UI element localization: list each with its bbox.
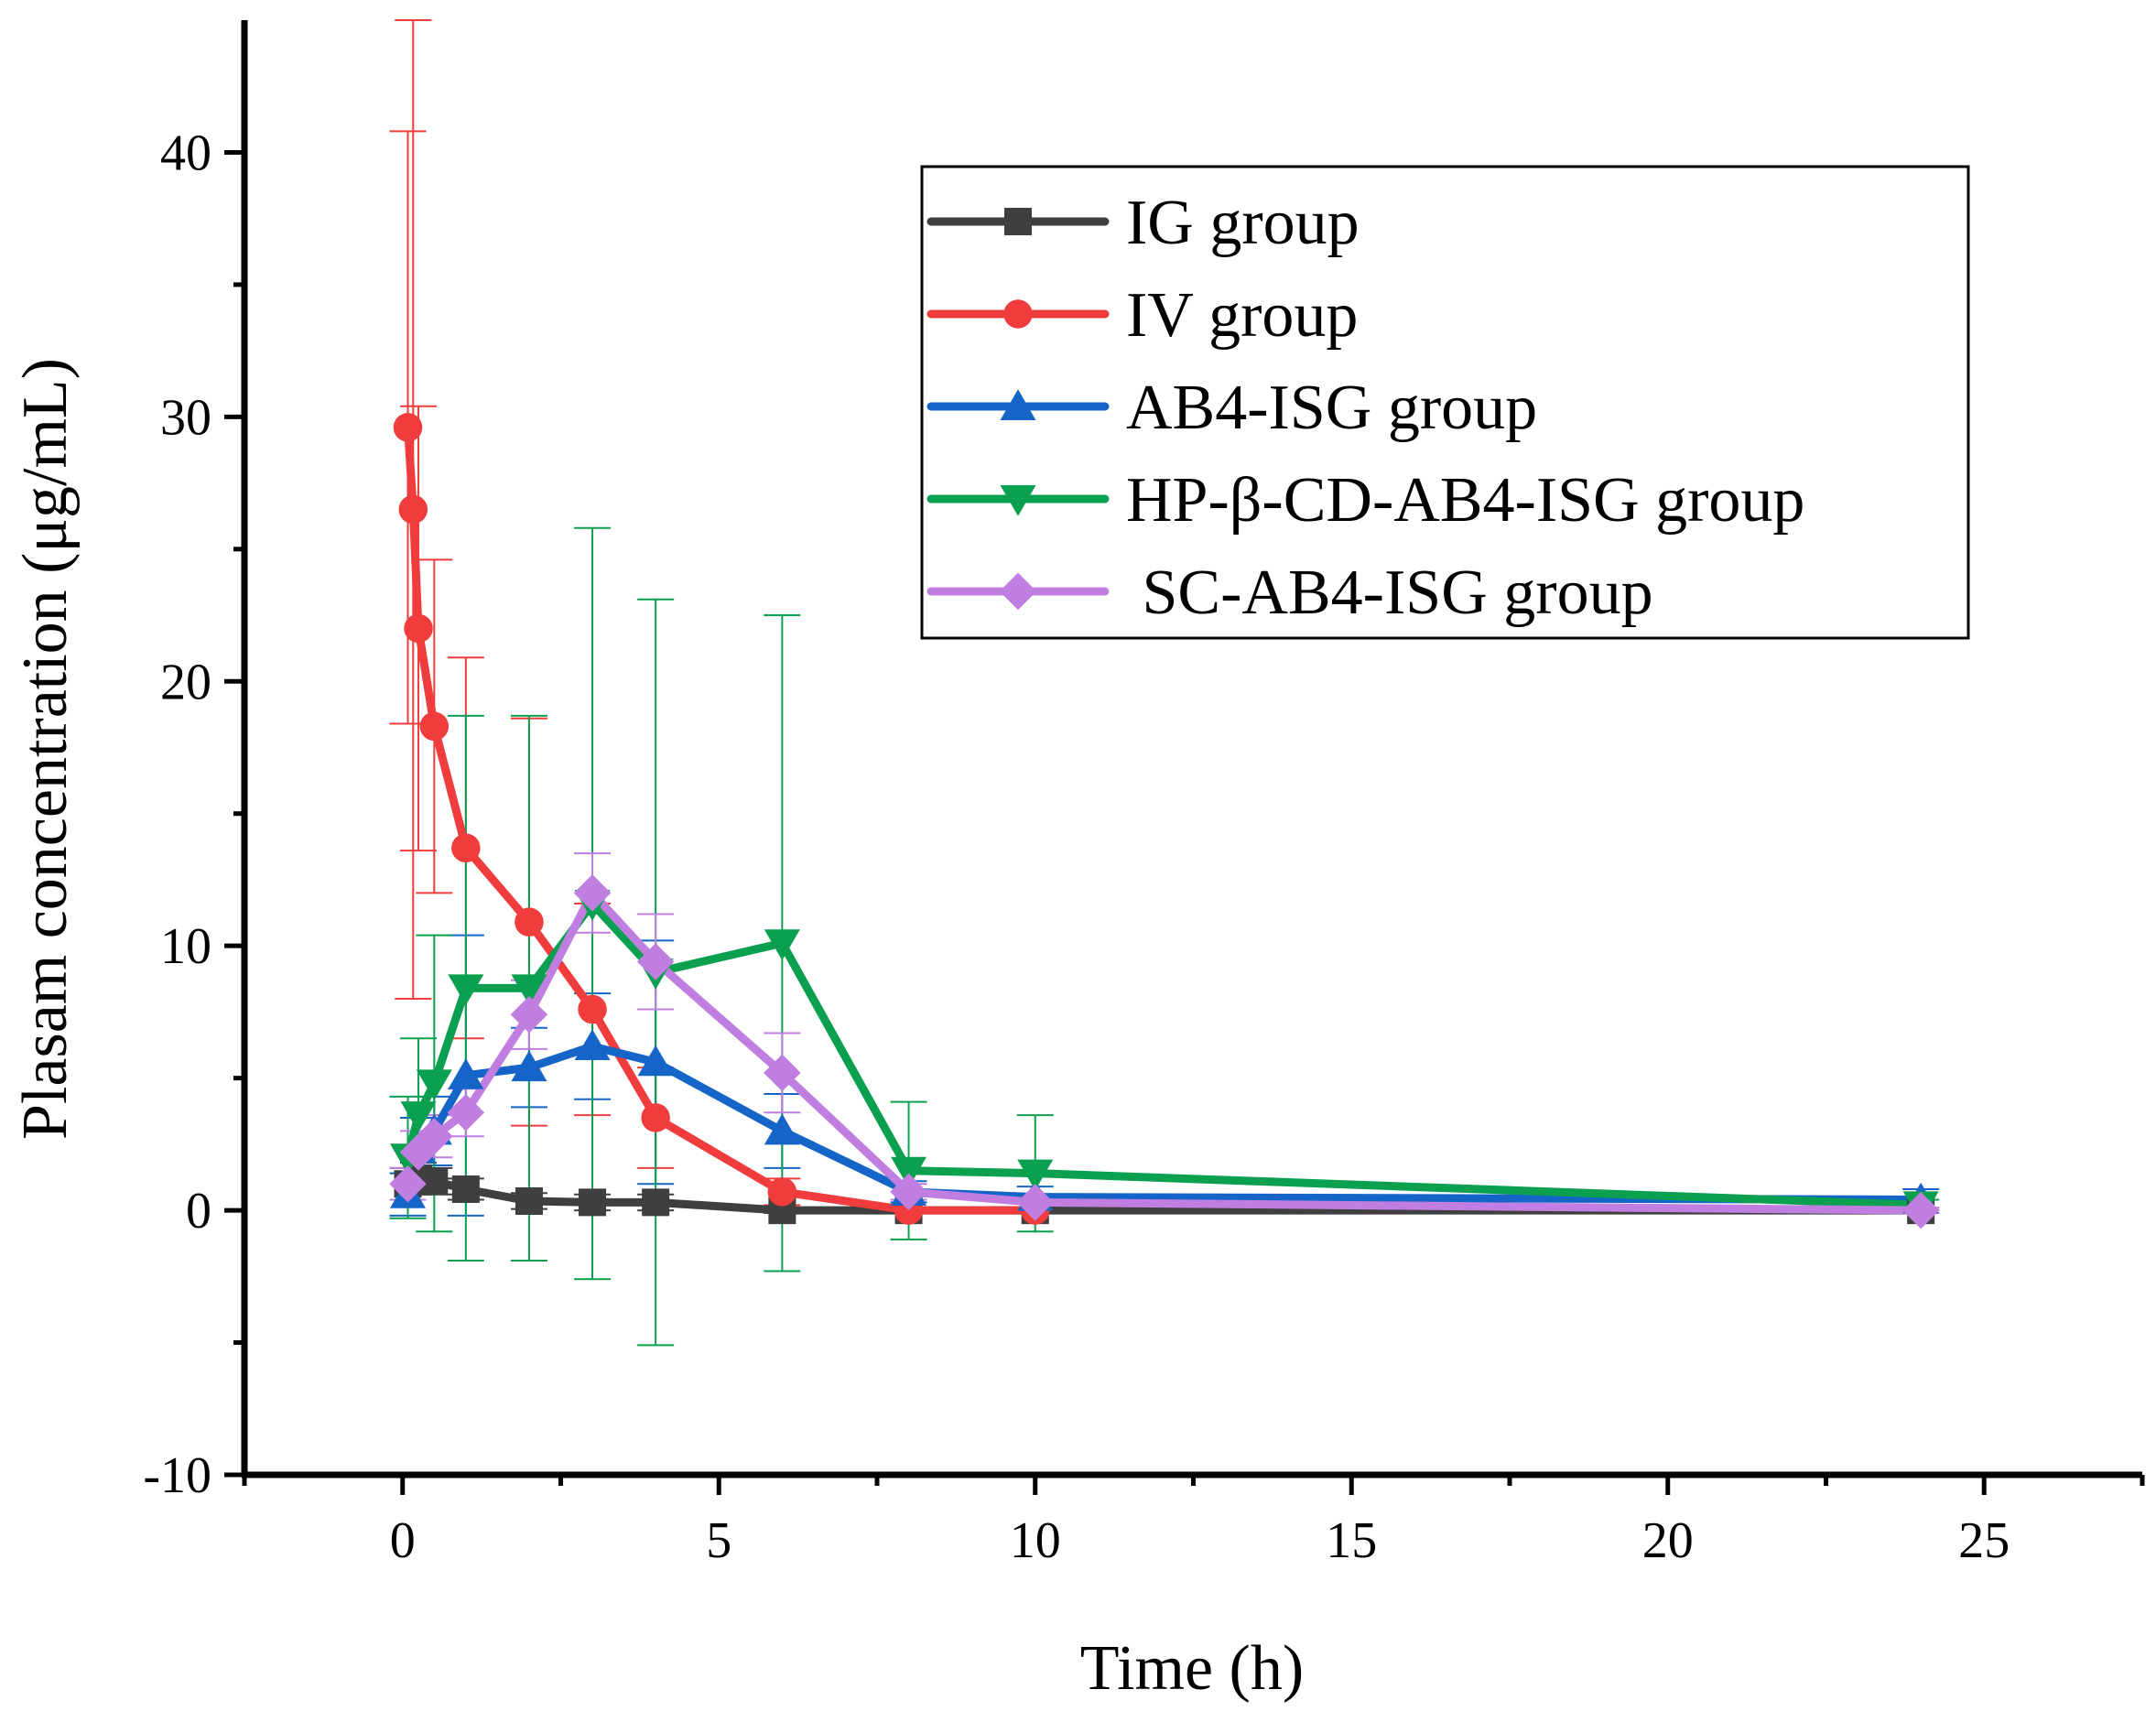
legend-marker [1000, 485, 1036, 516]
series-1-point [404, 613, 433, 644]
legend-label: IG group [1126, 188, 1360, 258]
series-4-point [416, 1117, 453, 1155]
legend-entry: IG group [926, 188, 1360, 258]
legend-entry: AB4-ISG group [926, 373, 1537, 443]
series-1-point [398, 494, 428, 525]
y-tick-label: 10 [160, 918, 211, 975]
legend-label: AB4-ISG group [1126, 373, 1537, 443]
series-1-point [393, 413, 423, 442]
legend-label: SC-AB4-ISG group [1126, 558, 1653, 628]
series-4-point [1901, 1191, 1940, 1229]
x-tick-label: 5 [706, 1512, 731, 1569]
x-tick-label: 15 [1326, 1512, 1377, 1569]
legend-marker [1000, 389, 1036, 420]
series-4-point [1016, 1184, 1054, 1221]
series-2-point [637, 1045, 674, 1077]
series-0-point [579, 1188, 607, 1217]
series-3-point [416, 1069, 452, 1101]
series-0-point [642, 1188, 670, 1217]
series-1-point [451, 833, 481, 863]
series-3-point [891, 1156, 927, 1188]
series-4-point [890, 1173, 927, 1211]
y-tick-label: 20 [160, 654, 211, 710]
y-tick-label: 0 [186, 1183, 211, 1240]
x-axis-title: Time (h) [1080, 1633, 1304, 1704]
series-3-point [1017, 1159, 1054, 1191]
legend-label: HP-β-CD-AB4-ISG group [1126, 465, 1804, 536]
legend-entry: HP-β-CD-AB4-ISG group [926, 465, 1804, 536]
series-1-point [419, 711, 450, 742]
y-axis-title: Plasam concentration (μg/mL) [10, 358, 81, 1140]
series-0-point [420, 1167, 449, 1196]
series-3-point [511, 974, 547, 1006]
series-4-point [764, 1054, 801, 1092]
legend-marker [1003, 299, 1033, 329]
series-1-point [641, 1103, 670, 1132]
x-tick-label: 25 [1958, 1512, 2010, 1569]
legend-entry: SC-AB4-ISG group [926, 558, 1653, 628]
y-tick-label: 30 [160, 389, 211, 446]
series-markers [389, 413, 1940, 1229]
legend-entry: IV group [926, 280, 1358, 351]
series-4-point [573, 874, 612, 912]
series-2-point [764, 1113, 800, 1145]
series-1-point [515, 907, 544, 937]
y-tick-label: -10 [143, 1447, 211, 1504]
x-tick-label: 10 [1010, 1512, 1061, 1569]
series-1-point [578, 994, 607, 1024]
y-tick-label: 40 [160, 125, 211, 181]
series-4-point [389, 1164, 427, 1203]
legend: IG group IV group AB4-ISG group HP-β-CD-AB4… [920, 165, 1970, 640]
series-2-point [574, 1029, 611, 1060]
series-4-point [447, 1093, 485, 1132]
legend-label: IV group [1126, 280, 1358, 351]
series-3-point [400, 1101, 437, 1132]
ticks: 0 5 10 15 20 25 -10 0 10 20 30 40 [143, 125, 2145, 1569]
legend-marker [1004, 208, 1032, 235]
x-tick-label: 20 [1642, 1512, 1694, 1569]
legend-marker [999, 572, 1037, 611]
series-1-point [767, 1177, 797, 1207]
x-tick-label: 0 [390, 1512, 416, 1569]
series-2-point [448, 1057, 484, 1089]
series-4-point [510, 996, 548, 1034]
series-3-point [764, 929, 800, 961]
series-4-point [636, 943, 675, 980]
series-0-point [515, 1186, 543, 1215]
series-3-point [448, 974, 484, 1006]
series-2-point [511, 1050, 547, 1082]
series-0-point [451, 1175, 480, 1203]
